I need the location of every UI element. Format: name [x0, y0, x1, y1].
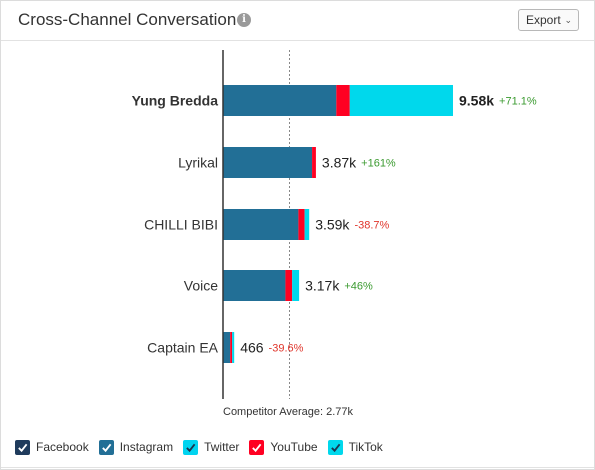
- category-label: CHILLI BIBI: [144, 217, 218, 233]
- bar-segment-youtube: [285, 270, 293, 301]
- legend-label: Facebook: [36, 440, 89, 454]
- bar-segment-instagram: [223, 147, 313, 178]
- change-percent-label: +71.1%: [499, 96, 537, 108]
- chart-legend: Facebook Instagram Twitter YouTube TikTok: [15, 438, 393, 456]
- export-button[interactable]: Export ⌄: [518, 9, 579, 31]
- legend-label: YouTube: [270, 440, 318, 454]
- panel-title: Cross-Channel Conversation: [18, 10, 237, 29]
- info-icon[interactable]: i: [237, 13, 251, 27]
- legend-item-facebook[interactable]: Facebook: [15, 439, 89, 455]
- total-value-label: 3.59k: [315, 217, 350, 233]
- change-percent-label: -38.7%: [354, 220, 389, 232]
- change-percent-label: +46%: [344, 281, 373, 293]
- checkbox-icon[interactable]: [327, 439, 343, 455]
- total-value-label: 3.17k: [305, 278, 340, 294]
- stacked-bar-chart: Yung Bredda 9.58k +71.1% Lyrikal 3.87k +161% C…: [132, 50, 537, 418]
- category-label: Voice: [184, 278, 218, 294]
- bar-segment-instagram: [223, 332, 231, 363]
- checkbox-icon[interactable]: [249, 439, 265, 455]
- category-label: Yung Bredda: [132, 93, 219, 109]
- competitor-average-label: Competitor Average: 2.77k: [223, 406, 354, 418]
- bar-segment-tiktok: [349, 85, 453, 116]
- bar-segment-youtube: [298, 209, 305, 240]
- change-percent-label: -39.6%: [269, 343, 304, 355]
- bar-segment-instagram: [223, 209, 299, 240]
- bar-segment-youtube: [312, 147, 316, 178]
- bar-segment-instagram: [223, 85, 337, 116]
- legend-label: TikTok: [348, 440, 383, 454]
- legend-label: Twitter: [204, 440, 240, 454]
- bar-segment-tiktok: [304, 209, 310, 240]
- legend-item-instagram[interactable]: Instagram: [98, 439, 174, 455]
- checkbox-icon[interactable]: [183, 439, 199, 455]
- total-value-label: 466: [240, 340, 264, 356]
- bar-segment-tiktok: [232, 332, 235, 363]
- checkbox-icon[interactable]: [15, 439, 30, 455]
- chart-area: Yung Bredda 9.58k +71.1% Lyrikal 3.87k +161% C…: [1, 42, 594, 427]
- bar-segment-youtube: [230, 332, 233, 363]
- legend-item-tiktok[interactable]: TikTok: [327, 439, 383, 455]
- total-value-label: 9.58k: [459, 93, 494, 109]
- category-label: Captain EA: [147, 340, 218, 356]
- bar-segment-instagram: [223, 270, 286, 301]
- bar-segment-tiktok: [292, 270, 300, 301]
- legend-label: Instagram: [119, 440, 174, 454]
- category-label: Lyrikal: [178, 155, 218, 171]
- total-value-label: 3.87k: [322, 155, 357, 171]
- legend-item-youtube[interactable]: YouTube: [249, 439, 318, 455]
- chevron-down-icon: ⌄: [564, 15, 572, 25]
- change-percent-label: +161%: [361, 158, 396, 170]
- panel-header: Cross-Channel Conversation i Export ⌄: [1, 1, 594, 41]
- export-label: Export: [526, 13, 561, 27]
- divider: [1, 467, 594, 468]
- bar-segment-youtube: [336, 85, 350, 116]
- legend-item-twitter[interactable]: Twitter: [183, 439, 240, 455]
- checkbox-icon[interactable]: [98, 439, 114, 455]
